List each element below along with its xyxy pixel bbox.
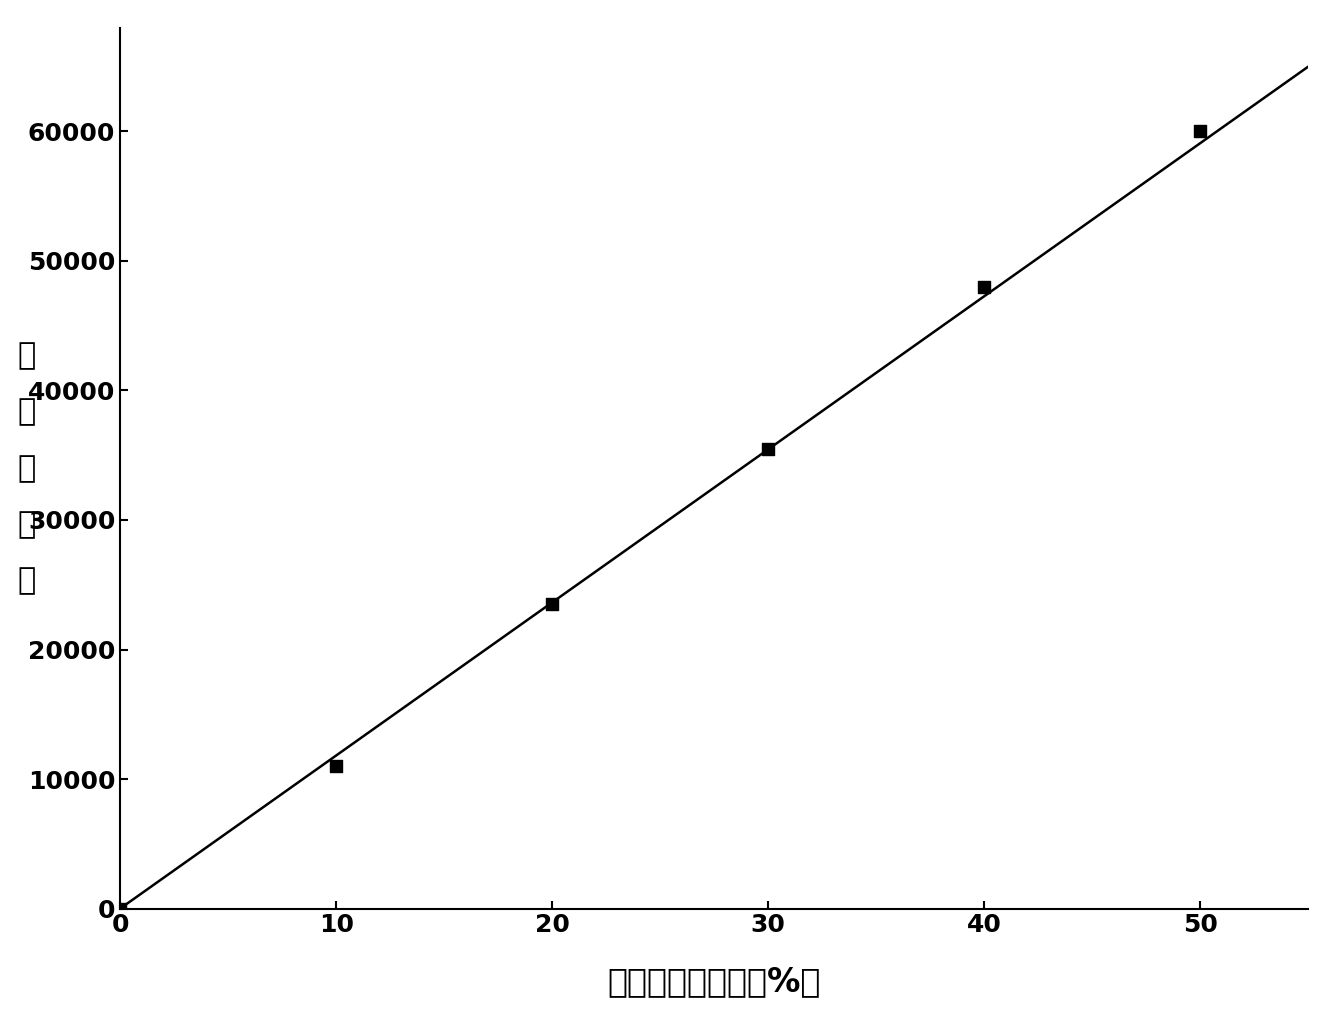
Text: 度: 度 (17, 510, 36, 539)
Point (974, 279, 995, 295)
Text: 线: 线 (17, 397, 36, 426)
Text: 谱: 谱 (17, 341, 36, 369)
Point (326, 758, 347, 775)
Text: ｜: ｜ (17, 566, 36, 595)
X-axis label: 二氧化硅的浓度（%）: 二氧化硅的浓度（%） (608, 965, 820, 998)
Point (1189, 123, 1210, 140)
Point (110, 901, 131, 917)
Point (541, 596, 562, 613)
Point (758, 440, 779, 457)
Text: 强: 强 (17, 453, 36, 482)
